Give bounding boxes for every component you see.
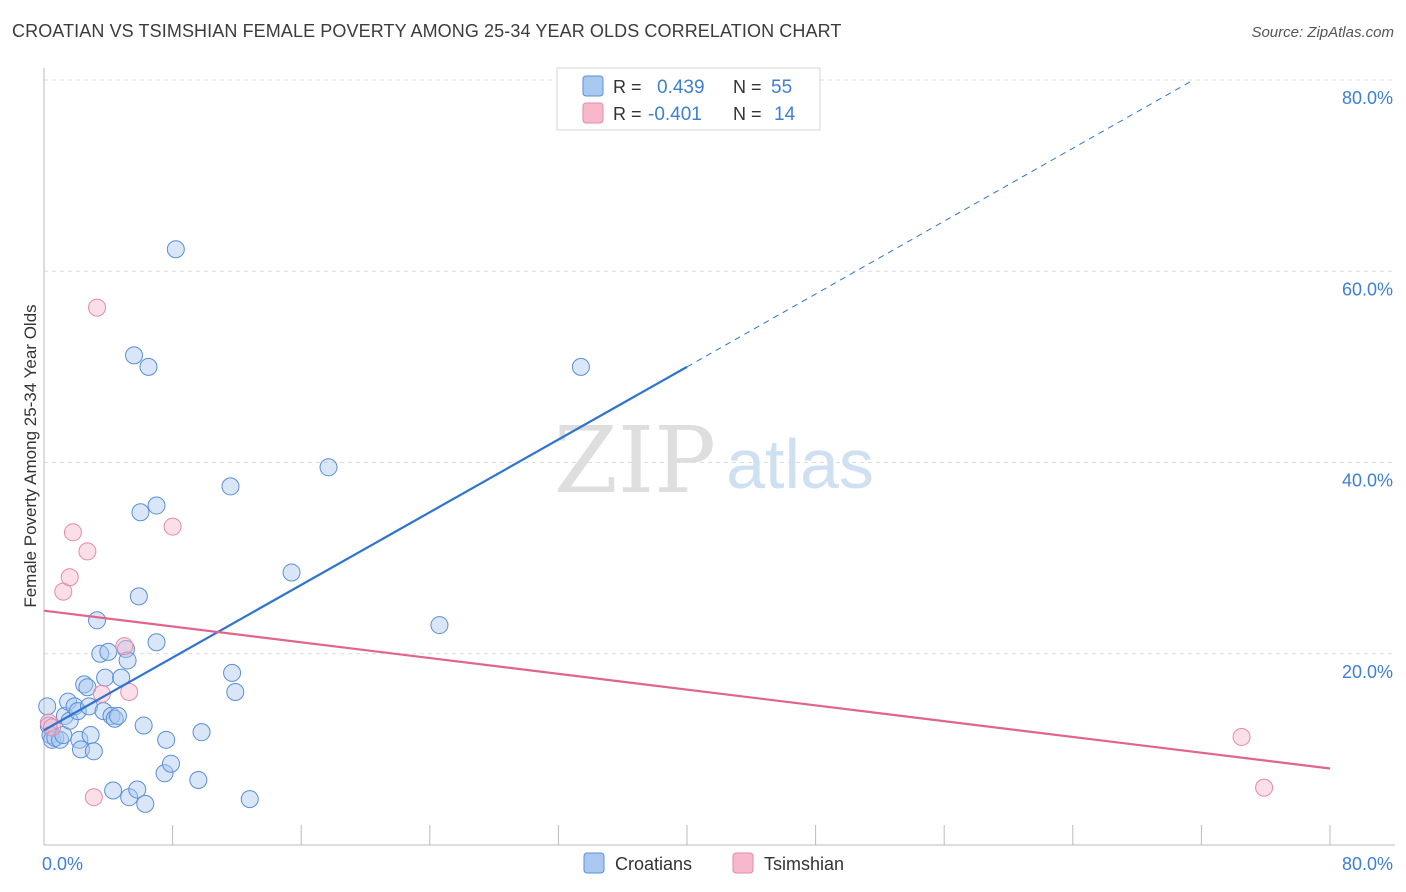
croatians-point — [104, 781, 123, 800]
croatians-point — [166, 240, 185, 259]
croatians-point — [84, 742, 103, 761]
croatians-point — [161, 754, 180, 773]
bottom-legend-croatians: Croatians — [615, 854, 692, 874]
x-tick-label: 80.0% — [1342, 854, 1393, 874]
croatians-point — [125, 346, 144, 365]
bottom-legend: Croatians Tsimshian — [583, 852, 844, 874]
tsimshian-point — [88, 298, 107, 317]
tsimshian-points — [39, 298, 1274, 807]
croatians-point — [88, 611, 107, 630]
croatians-point — [118, 651, 137, 670]
croatians-point — [240, 790, 259, 809]
croatians-point — [116, 639, 135, 658]
source-label: Source: ZipAtlas.com — [1251, 24, 1394, 41]
tsimshian-point — [115, 637, 134, 656]
croatians-point — [99, 642, 118, 661]
tsimshian-point — [120, 683, 139, 701]
y-axis-label: Female Poverty Among 25-34 Year Olds — [21, 304, 40, 607]
grid-lines — [44, 79, 1395, 655]
legend-swatch-croatians — [582, 75, 604, 97]
y-tick-label: 40.0% — [1342, 471, 1393, 491]
croatians-point — [223, 663, 242, 682]
croatians-point — [571, 357, 590, 376]
croatians-point — [139, 357, 158, 376]
croatians-point — [131, 503, 150, 522]
croatians-point — [221, 477, 240, 496]
legend-n-label: N = — [733, 77, 762, 97]
watermark-zip: ZIP — [554, 407, 716, 514]
croatians-point — [319, 458, 338, 477]
legend-r-value: -0.401 — [648, 104, 702, 125]
croatians-point — [282, 563, 301, 582]
croatians-point — [75, 675, 94, 694]
tsimshian-point — [63, 523, 82, 542]
croatians-point — [102, 706, 121, 725]
y-tick-label: 20.0% — [1342, 662, 1393, 682]
croatians-point — [226, 683, 245, 701]
tsimshian-trend-line — [43, 609, 1331, 770]
tsimshian-point — [163, 517, 182, 536]
legend-r-value: 0.439 — [657, 77, 705, 98]
croatians-point — [129, 587, 148, 606]
bottom-swatch-croatians — [583, 852, 605, 874]
croatians-point — [70, 730, 89, 749]
tsimshian-point — [78, 542, 97, 561]
croatians-point — [430, 616, 449, 635]
tsimshian-point — [1232, 727, 1251, 746]
croatians-point — [157, 730, 176, 749]
top-legend: R = 0.439 N = 55 R = -0.401 N = 14 — [556, 67, 821, 131]
tsimshian-point — [84, 788, 103, 807]
tsimshian-point — [1255, 778, 1274, 797]
croatians-point — [136, 794, 155, 813]
croatians-point — [147, 496, 166, 515]
chart-title: CROATIAN VS TSIMSHIAN FEMALE POVERTY AMO… — [12, 21, 842, 41]
legend-n-value: 14 — [774, 104, 796, 125]
croatians-trend-extension — [686, 79, 1194, 368]
legend-n-label: N = — [733, 104, 762, 124]
axes — [43, 68, 1395, 846]
croatians-point — [189, 770, 208, 789]
croatians-point — [108, 706, 127, 725]
croatians-point — [81, 726, 100, 745]
watermark-atlas: atlas — [726, 425, 874, 503]
legend-r-label: R = — [613, 77, 642, 97]
y-tick-label: 80.0% — [1342, 88, 1393, 108]
croatians-point — [134, 716, 153, 735]
croatians-point — [192, 723, 211, 742]
y-tick-label: 60.0% — [1342, 279, 1393, 299]
croatians-point — [147, 633, 166, 652]
x-tick-label: 0.0% — [42, 854, 83, 874]
tick-labels: 80.0% 60.0% 40.0% 20.0% 0.0% 80.0% — [42, 88, 1393, 874]
croatians-point — [38, 697, 57, 716]
trend-lines — [43, 79, 1331, 770]
bottom-legend-tsimshian: Tsimshian — [764, 854, 844, 874]
croatians-points — [38, 240, 590, 813]
legend-swatch-tsimshian — [582, 102, 604, 124]
croatians-trend-line — [43, 365, 688, 732]
croatians-point — [155, 764, 174, 783]
croatians-point — [96, 668, 115, 687]
bottom-swatch-tsimshian — [732, 852, 754, 874]
legend-n-value: 55 — [771, 77, 792, 98]
croatians-point — [128, 780, 147, 799]
tsimshian-point — [60, 568, 79, 587]
croatians-point — [105, 709, 124, 728]
legend-r-label: R = — [613, 104, 642, 124]
